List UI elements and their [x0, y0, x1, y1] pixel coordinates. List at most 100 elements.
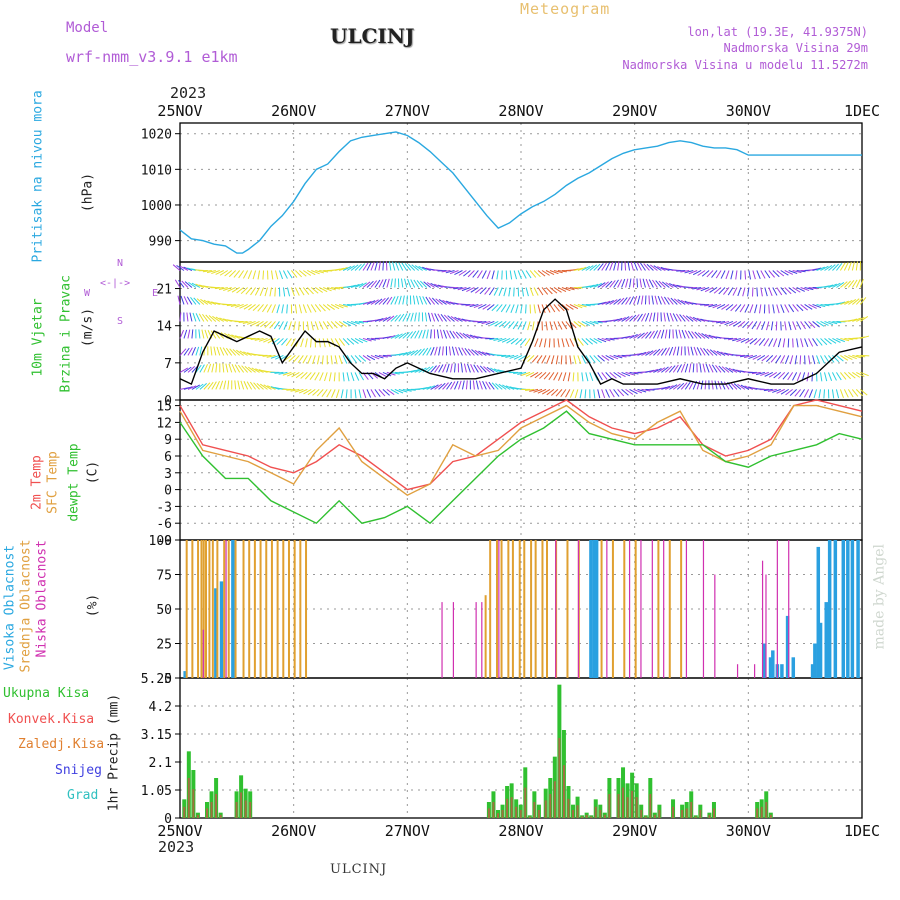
wind-barb [720, 270, 726, 279]
model-elevation-info: Nadmorska Visina u modelu 11.5272m [622, 58, 868, 72]
cloud-high-bar [791, 657, 796, 678]
wind-barb [521, 287, 525, 297]
wind-barb [386, 278, 390, 288]
wind-barb [218, 286, 228, 291]
wind-barb [312, 389, 320, 396]
wind-barb [816, 266, 826, 271]
wind-barb [469, 303, 479, 308]
wind-barb [179, 348, 187, 356]
wind-barb [330, 355, 333, 365]
wind-barb [446, 381, 453, 390]
cloud-mid-bar [541, 540, 544, 678]
wind-barb [843, 389, 849, 398]
precip-conv-bar [244, 800, 247, 818]
wind-barb [808, 304, 817, 309]
wind-barb [605, 372, 613, 380]
wind-barb [500, 304, 507, 313]
wind-barb [859, 389, 868, 396]
wind-barb [548, 338, 551, 348]
wind-barb [851, 389, 859, 397]
precip-conv-bar [553, 781, 556, 818]
wind-barb [255, 321, 264, 327]
wind-barb [645, 350, 654, 356]
wind-barb [672, 283, 682, 288]
wind-barb [541, 287, 549, 295]
wind-barb [664, 296, 670, 305]
wind-barb [370, 354, 380, 360]
wind-barb [555, 389, 563, 397]
x-tick-label-top: 25NOV [157, 102, 202, 120]
wind-barb [669, 312, 674, 322]
precip-conv-bar [219, 814, 222, 818]
wind-barb [694, 331, 702, 339]
wind-barb [536, 355, 543, 364]
wind-barb [515, 338, 523, 346]
wind-barb [392, 261, 396, 271]
cloud-mid-bar [265, 540, 268, 678]
wind-barb [434, 313, 440, 322]
wind-barb [362, 355, 371, 362]
wind-barb [187, 366, 195, 373]
wind-barb [273, 321, 280, 330]
cloud-low-bar [481, 602, 483, 678]
wind-barb [804, 304, 813, 310]
wind-barb [501, 337, 511, 343]
wind-barb [423, 281, 431, 288]
wind-barb [749, 304, 754, 314]
wind-barb [475, 380, 479, 390]
wind-barb [510, 338, 519, 345]
cloud-mid-bar [611, 540, 614, 678]
wind-barb [537, 388, 547, 394]
wind-barb [350, 338, 359, 344]
wind-barb [216, 346, 221, 356]
wind-barb [236, 287, 244, 294]
wind-barb [633, 314, 640, 322]
wind-barb [342, 338, 350, 346]
wind-barb [442, 363, 447, 373]
wind-barb [478, 304, 487, 309]
wind-barb [852, 371, 861, 378]
wind-barb [257, 270, 261, 280]
wind-barb [605, 354, 614, 361]
temperature-ytick-label: 0 [164, 484, 172, 499]
wind-barb [307, 355, 312, 364]
wind-barb [449, 270, 459, 275]
wind-barb [378, 371, 388, 378]
wind-barb [756, 354, 766, 361]
wind-barb [700, 303, 710, 306]
wind-barb [756, 270, 761, 280]
wind-barb [283, 355, 292, 362]
x-tick-label-bottom: 29NOV [612, 822, 657, 840]
wind-barb [463, 270, 471, 277]
wind-barb [839, 262, 846, 271]
wind-barb [346, 284, 356, 288]
cloud-high-bar [231, 540, 235, 678]
wind-barb [617, 316, 626, 322]
cloud-high-bar [768, 657, 773, 678]
wind-barb [269, 321, 276, 329]
wind-barb [449, 330, 455, 339]
wind-barb [860, 316, 869, 322]
wind-barb [684, 300, 694, 305]
wind-barb [479, 287, 487, 295]
wind-barb [593, 389, 596, 399]
wind-barb [720, 320, 730, 325]
wind-barb [657, 295, 662, 305]
wind-barb [577, 338, 584, 346]
wind-barb [744, 385, 754, 390]
wind-barb [346, 355, 353, 364]
wind-barb [824, 320, 834, 326]
wind-barb [625, 296, 631, 305]
wind-barb [527, 321, 531, 331]
wind-barb [696, 347, 702, 356]
wind-barb [486, 270, 491, 280]
precip-ytick-label: 4.2 [149, 700, 172, 715]
wind-barb [294, 388, 304, 393]
wind-barb [816, 303, 826, 308]
precip-conv-bar [519, 810, 522, 818]
wind-barb [414, 348, 422, 356]
cloud-mid-bar [566, 540, 569, 678]
wind-barb [733, 321, 742, 327]
precip-ytick-label: 3.15 [141, 728, 172, 743]
wind-barb [824, 284, 834, 288]
